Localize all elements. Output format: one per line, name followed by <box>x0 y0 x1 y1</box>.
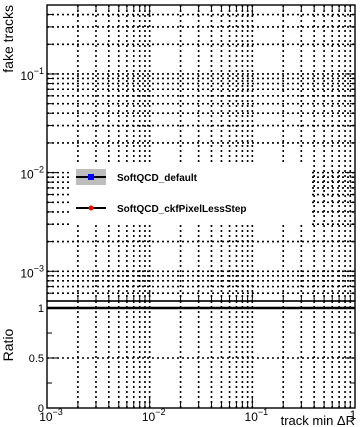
bottom-ticks <box>46 307 356 409</box>
x-tick-labels: 10−3 10−2 10−1 1 <box>39 407 356 424</box>
x-axis-label: track min ΔR <box>281 413 355 427</box>
x-tick-label: 10−3 <box>39 407 63 424</box>
x-tick-label: 10−1 <box>245 407 269 424</box>
legend-box <box>72 163 310 225</box>
y-tick-label: 10−3 <box>20 263 44 280</box>
top-ticks <box>46 5 356 301</box>
bottom-panel: 00.51 10−3 10−2 10−1 1 Ratio track min ΔR <box>0 300 357 427</box>
legend-label: SoftQCD_ckfPixelLessStep <box>117 204 247 215</box>
top-y-axis-label: fake tracks <box>0 5 16 73</box>
bottom-y-tick-labels: 00.51 <box>29 303 44 415</box>
x-tick-label: 10−2 <box>142 407 166 424</box>
top-panel: 10−1 10−2 10−3 fake tracks <box>0 4 356 302</box>
y-tick-label: 0 <box>38 403 44 415</box>
x-tick-label: 1 <box>350 408 357 422</box>
legend-marker <box>88 174 94 180</box>
y-tick-label: 10−2 <box>20 165 44 182</box>
legend: SoftQCD_default SoftQCD_ckfPixelLessStep <box>72 163 310 225</box>
top-grid <box>47 5 355 301</box>
bottom-grid <box>47 301 355 408</box>
legend-label: SoftQCD_default <box>117 173 198 184</box>
bottom-plot-frame <box>46 300 356 409</box>
top-plot-frame <box>46 4 356 302</box>
top-y-tick-labels: 10−1 10−2 10−3 <box>20 66 44 280</box>
legend-entry-ckf: SoftQCD_ckfPixelLessStep <box>76 204 247 215</box>
y-tick-label: 0.5 <box>29 353 44 365</box>
y-tick-label: 1 <box>38 303 44 315</box>
y-tick-label: 10−1 <box>20 66 44 83</box>
legend-entry-default: SoftQCD_default <box>76 169 198 185</box>
bottom-y-axis-label: Ratio <box>0 328 16 361</box>
legend-marker <box>88 205 94 211</box>
